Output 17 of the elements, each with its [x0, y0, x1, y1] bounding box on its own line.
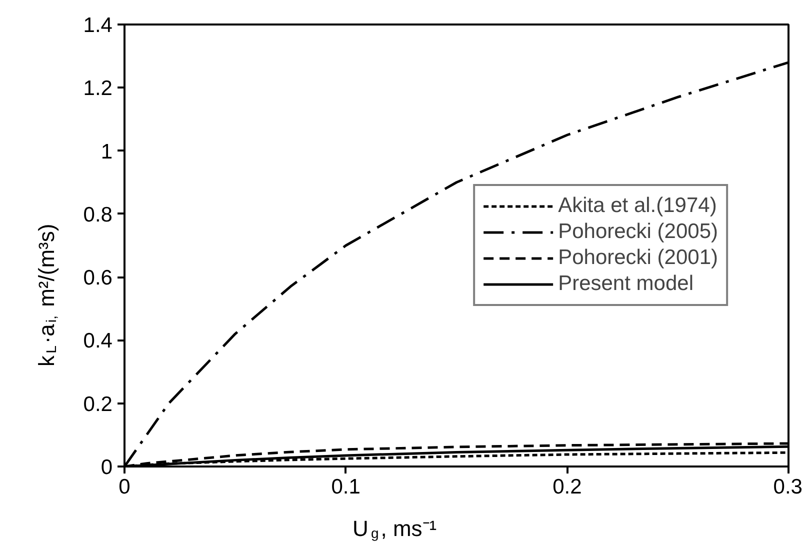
y-axis-title: kL·ai, m²/(m³s)	[34, 224, 59, 366]
y-tick-label: 1.4	[83, 14, 113, 37]
y-tick-label: 0.4	[83, 330, 113, 353]
y-tick-label: 1.2	[83, 77, 113, 100]
legend-label: Pohorecki (2001)	[558, 246, 718, 270]
y-tick-label: 0	[100, 456, 113, 479]
x-tick-label: 0.3	[773, 476, 802, 498]
legend-label: Pohorecki (2005)	[558, 220, 718, 244]
x-tick-label: 0.2	[552, 476, 582, 498]
y-tick-label: 0.8	[83, 203, 113, 226]
y-tick-label: 1	[100, 140, 113, 164]
y-tick-label: 0.2	[83, 392, 113, 416]
legend-label: Akita et al.(1974)	[558, 194, 717, 218]
x-tick-label: 0.1	[331, 476, 360, 498]
legend-label: Present model	[558, 272, 694, 296]
y-tick-label: 0.6	[83, 266, 113, 290]
x-tick-label: 0	[118, 476, 130, 498]
